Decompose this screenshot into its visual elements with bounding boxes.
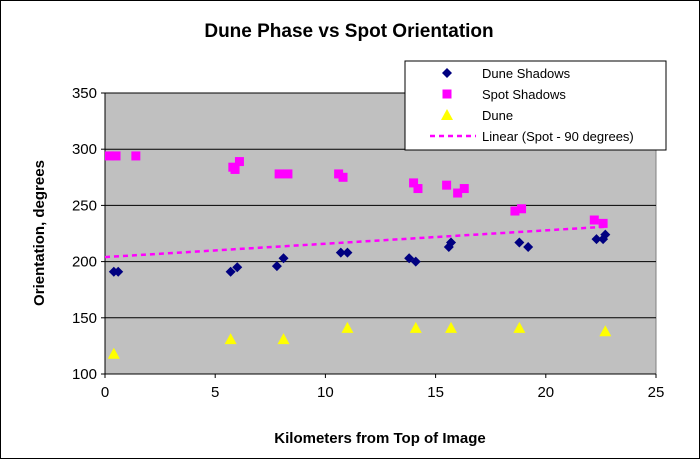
series-2 bbox=[107, 321, 612, 359]
y-tick-label: 250 bbox=[72, 197, 97, 214]
chart-title: Dune Phase vs Spot Orientation bbox=[204, 21, 493, 42]
x-tick-label: 0 bbox=[101, 384, 109, 401]
square-point bbox=[104, 151, 114, 161]
diamond-point bbox=[342, 247, 353, 258]
trendline bbox=[104, 225, 606, 259]
series-0 bbox=[108, 229, 611, 277]
legend: Dune Shadows Spot Shadows Dune Linear (Spot… bbox=[404, 60, 667, 151]
triangle-point bbox=[599, 325, 612, 337]
legend-item: Dune Shadows bbox=[442, 66, 571, 81]
diamond-point bbox=[514, 237, 525, 248]
y-axis-title: Orientation, degrees bbox=[31, 160, 48, 306]
legend-swatch-square bbox=[442, 89, 452, 99]
triangle-point bbox=[513, 321, 526, 333]
legend-swatch-triangle bbox=[441, 109, 453, 120]
square-point bbox=[283, 169, 293, 179]
legend-label: Linear (Spot - 90 degrees) bbox=[482, 129, 634, 144]
square-point bbox=[442, 180, 452, 190]
legend-item: Dune bbox=[441, 108, 513, 123]
diamond-point bbox=[225, 266, 236, 277]
x-tick-label: 25 bbox=[648, 384, 665, 401]
legend-swatch-diamond bbox=[442, 68, 452, 78]
diamond-point bbox=[278, 253, 289, 264]
square-point bbox=[234, 157, 244, 167]
x-tick-label: 10 bbox=[317, 384, 334, 401]
x-tick-label: 15 bbox=[427, 384, 444, 401]
square-point bbox=[230, 164, 240, 174]
legend-label: Dune Shadows bbox=[482, 66, 571, 81]
axes bbox=[101, 92, 657, 378]
square-point bbox=[413, 184, 423, 194]
square-point bbox=[510, 206, 520, 216]
y-tick-label: 100 bbox=[72, 366, 97, 383]
square-point bbox=[517, 204, 527, 214]
series-layer bbox=[104, 151, 612, 359]
diamond-point bbox=[113, 266, 124, 277]
square-point bbox=[598, 218, 608, 228]
diamond-point bbox=[232, 262, 243, 273]
diamond-point bbox=[446, 237, 457, 248]
triangle-point bbox=[445, 321, 458, 333]
series-3 bbox=[104, 225, 606, 259]
y-tick-label: 300 bbox=[72, 141, 97, 158]
legend-item: Linear (Spot - 90 degrees) bbox=[430, 129, 634, 144]
triangle-point bbox=[224, 333, 237, 345]
x-tick-labels: 0 5 10 15 20 25 bbox=[101, 384, 665, 401]
legend-label: Spot Shadows bbox=[482, 87, 566, 102]
legend-label: Dune bbox=[482, 108, 513, 123]
diamond-point bbox=[600, 229, 611, 240]
y-tick-labels: 100 150 200 250 300 350 bbox=[72, 85, 97, 383]
series-1 bbox=[104, 151, 608, 228]
triangle-point bbox=[341, 321, 354, 333]
square-point bbox=[338, 172, 348, 182]
square-point bbox=[111, 151, 121, 161]
square-point bbox=[274, 169, 284, 179]
x-tick-label: 20 bbox=[537, 384, 554, 401]
square-point bbox=[131, 151, 141, 161]
diamond-point bbox=[410, 256, 421, 267]
square-point bbox=[453, 188, 463, 198]
triangle-point bbox=[107, 347, 120, 359]
triangle-point bbox=[277, 333, 290, 345]
diamond-point bbox=[523, 241, 534, 252]
diamond-point bbox=[335, 247, 346, 258]
y-tick-label: 350 bbox=[72, 85, 97, 102]
square-point bbox=[409, 178, 419, 188]
x-axis-title: Kilometers from Top of Image bbox=[274, 430, 485, 447]
x-tick-label: 5 bbox=[211, 384, 219, 401]
diamond-point bbox=[591, 234, 602, 245]
square-point bbox=[589, 215, 599, 225]
y-tick-label: 200 bbox=[72, 254, 97, 271]
triangle-point bbox=[409, 321, 422, 333]
y-tick-label: 150 bbox=[72, 310, 97, 327]
diamond-point bbox=[271, 261, 282, 272]
legend-item: Spot Shadows bbox=[442, 87, 566, 102]
square-point bbox=[459, 184, 469, 194]
